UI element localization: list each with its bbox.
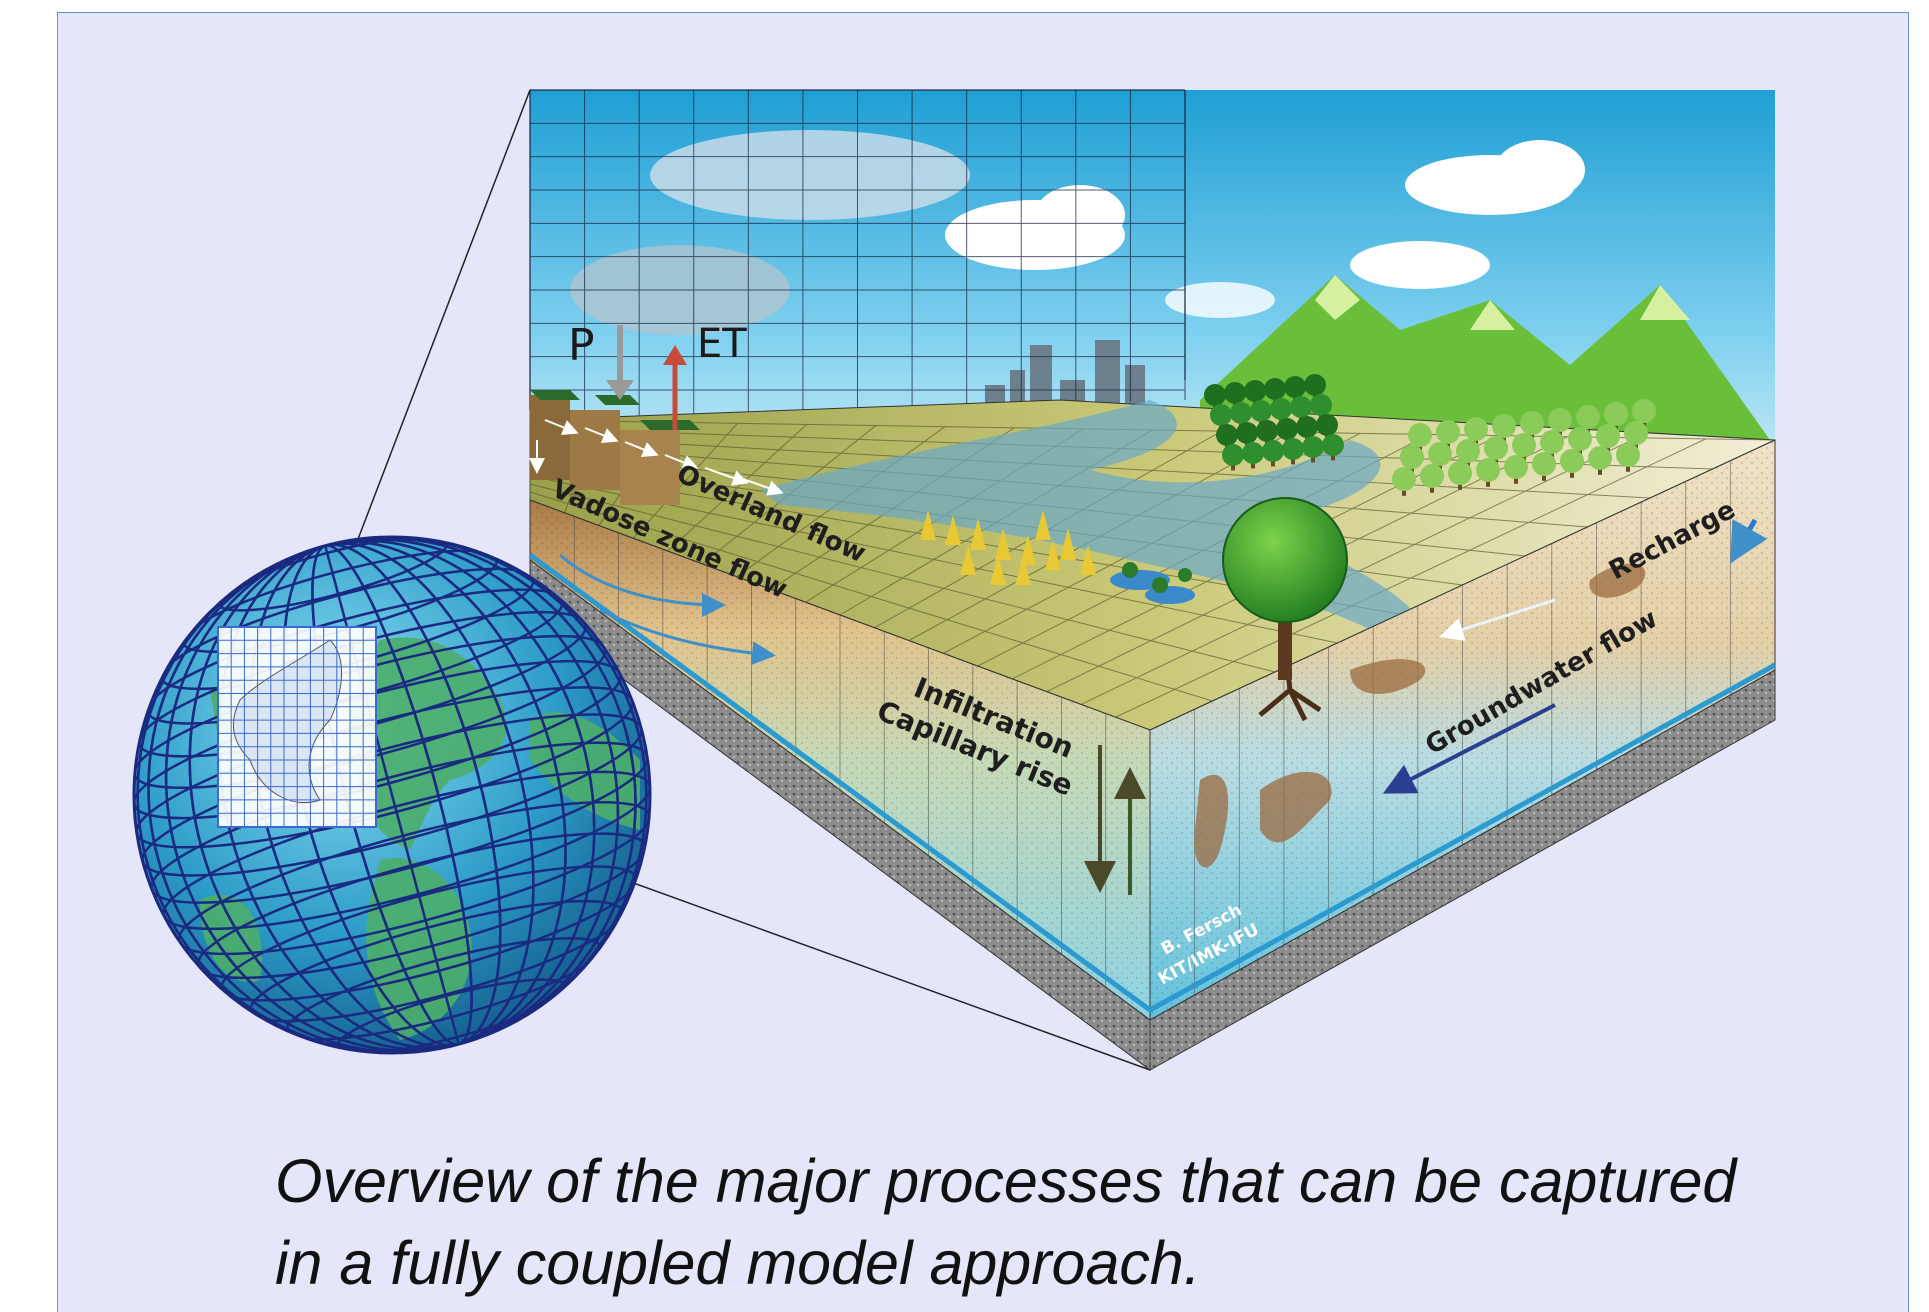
tree-crown [1322,434,1344,456]
tree-crown [1204,384,1226,406]
tree-crown [1302,436,1324,458]
tree-crown [1492,414,1516,438]
tree-crown [1604,402,1628,426]
forest [1204,374,1344,471]
tree-crown [1256,420,1278,442]
tree-crown [1242,442,1264,464]
recharge-arrow [1730,518,1768,564]
tree-crown [1464,417,1488,441]
tree-crown [1520,411,1544,435]
tree-crown [1456,439,1480,463]
wetland-plants [1110,562,1195,604]
tree-crown [1448,461,1472,485]
tree-crown [1222,444,1244,466]
tree-crown [1436,420,1460,444]
crops [920,510,1096,585]
tree-crown [1392,467,1416,491]
tree-crown [1400,445,1424,469]
tree-crown [1284,376,1306,398]
figure-caption: Overview of the major processes that can… [275,1140,1875,1304]
tree-crown [1216,424,1238,446]
precipitation-arrow [606,325,634,400]
grid-line [529,483,1276,673]
tree-crown [1540,430,1564,454]
tree-crown [1548,408,1572,432]
precipitation-label: P [568,320,595,371]
tree-crown [1512,433,1536,457]
tree-crown [1276,418,1298,440]
globe [132,535,652,1055]
tree-crown [1262,440,1284,462]
clay-lenses [1194,563,1646,868]
overland-flow-arrows [529,419,784,496]
tree-crown [1504,455,1528,479]
tree-crown [1408,423,1432,447]
orchard [1392,399,1656,496]
tree-crown [1244,380,1266,402]
grid-line [529,491,1213,702]
tree-crown [1210,404,1232,426]
tree-crown [1230,402,1252,424]
tree-crown [1282,438,1304,460]
groundwater-flow-arrows [1382,598,1556,794]
tree-crown [1484,436,1508,460]
tree-crown [1560,449,1584,473]
tree-crown [1310,394,1332,416]
caption-line-1: Overview of the major processes that can… [275,1147,1737,1215]
tree [1222,497,1348,722]
tree-crown [1428,442,1452,466]
tree-crown [1420,464,1444,488]
tree-crown [1616,443,1640,467]
tree-crown [1532,452,1556,476]
europe-grid-inset [217,626,377,828]
tree-crown [1296,416,1318,438]
tree-crown [1596,424,1620,448]
tree-crown [1270,398,1292,420]
tree-crown [1476,458,1500,482]
tree-crown [1624,421,1648,445]
vadose-flow-arrows [559,553,776,666]
tree-crown [1264,378,1286,400]
tree-crown [1290,396,1312,418]
tree-crown [1568,427,1592,451]
tree-crown [1316,414,1338,436]
bedrock-right [1149,669,1776,1071]
tree-crown [1576,405,1600,429]
groundwater-edge [528,552,1777,1013]
tree-crown [1588,446,1612,470]
evapotranspiration-label: ET [697,321,747,367]
tree-crown [1236,422,1258,444]
tree-crown [1304,374,1326,396]
tree-crown [1632,399,1656,423]
caption-line-2: in a fully coupled model approach. [275,1229,1201,1297]
clouds [570,130,1585,335]
tree-crown [1224,382,1246,404]
tree-crown [1250,400,1272,422]
evapotranspiration-arrow [663,345,687,430]
